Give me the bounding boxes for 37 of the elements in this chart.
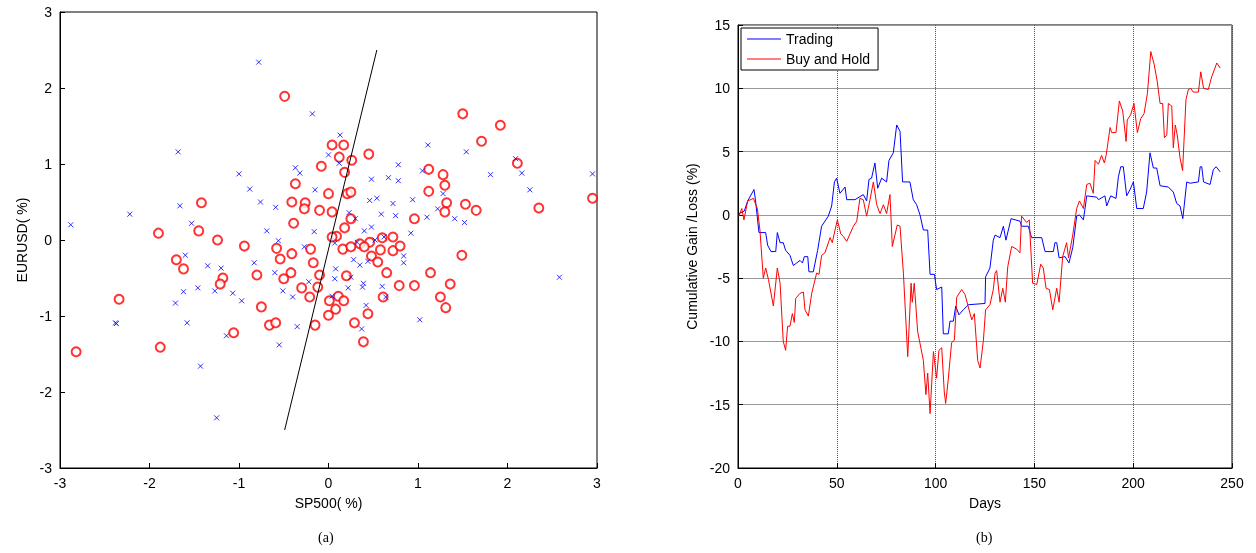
y-tick-label: 10 — [714, 80, 731, 97]
x-tick-label: 50 — [829, 475, 845, 491]
y-tick-label: -3 — [39, 460, 53, 476]
y-axis-title: EURUSD( %) — [13, 197, 30, 283]
text: (a) — [318, 529, 334, 546]
x-tick-label: 0 — [324, 475, 333, 491]
y-tick-label: -10 — [709, 333, 731, 350]
y-tick-label: 2 — [44, 80, 53, 96]
y-tick-label: 0 — [722, 206, 731, 223]
x-tick-label: 3 — [593, 475, 602, 491]
x-tick-label: -1 — [232, 475, 246, 491]
x-axis-title: SP500( %) — [294, 495, 363, 511]
y-tick-label: 0 — [44, 232, 53, 248]
x-tick-label: 200 — [1121, 475, 1146, 491]
x-tick-label: 100 — [923, 475, 948, 491]
x-tick-label: 1 — [414, 475, 423, 491]
y-tick-label: -5 — [717, 270, 731, 287]
x-axis-title: Days — [969, 495, 1001, 511]
legend-label: Trading — [786, 31, 833, 47]
legend-label: Buy and Hold — [786, 51, 871, 67]
line-series — [738, 51, 1221, 415]
x-tick-label: 150 — [1022, 475, 1047, 491]
x-tick-label: 2 — [503, 475, 512, 491]
x-tick-label: -2 — [143, 475, 156, 491]
text: (b) — [976, 529, 993, 546]
line-series — [738, 124, 1221, 335]
y-tick-label: 1 — [44, 156, 53, 172]
y-axis-title: Cumulative Gain /Loss (%) — [683, 163, 700, 330]
x-tick-label: 250 — [1220, 475, 1244, 491]
y-tick-label: 15 — [714, 17, 731, 33]
y-tick-label: 3 — [44, 4, 53, 20]
y-tick-label: -1 — [39, 308, 53, 324]
y-tick-label: 5 — [722, 143, 731, 160]
y-tick-label: -2 — [39, 384, 53, 400]
y-tick-label: -20 — [709, 460, 731, 476]
y-tick-label: -15 — [709, 396, 731, 413]
x-tick-label: 0 — [734, 475, 743, 491]
